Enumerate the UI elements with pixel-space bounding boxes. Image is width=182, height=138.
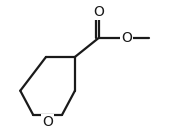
Text: O: O: [94, 5, 104, 19]
Text: O: O: [42, 115, 53, 129]
Text: O: O: [121, 31, 132, 45]
